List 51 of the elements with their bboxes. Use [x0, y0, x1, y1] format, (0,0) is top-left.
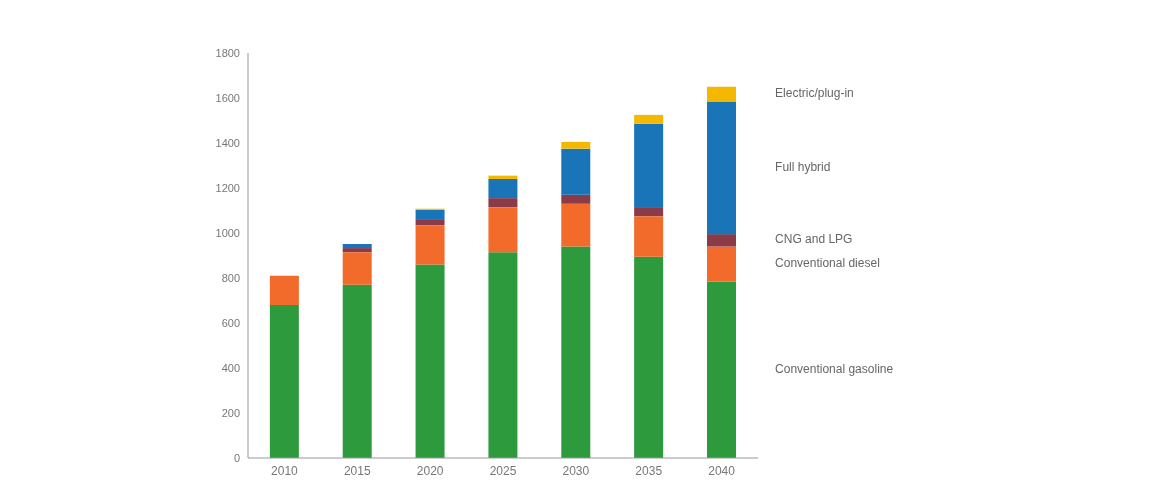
y-tick-label: 1600: [215, 91, 240, 104]
text: Conventional diesel: [775, 256, 880, 271]
bar: [707, 86, 736, 102]
bar: [634, 123, 664, 208]
bar: [269, 275, 299, 305]
bar: [707, 281, 736, 458]
bar: [488, 207, 518, 253]
text: Conventional gasoline: [775, 361, 894, 376]
bar: [707, 246, 736, 282]
y-tick-label: 1200: [215, 181, 240, 194]
y-tick-label: 1000: [215, 226, 240, 239]
bar: [561, 194, 591, 204]
bar: [342, 248, 372, 253]
x-tick-label: 2010: [271, 463, 299, 478]
bar: [415, 225, 445, 265]
x-tick-label: 2025: [489, 463, 517, 478]
bar: [561, 246, 591, 458]
bar: [488, 179, 518, 199]
y-tick-label: 1800: [215, 46, 240, 59]
x-tick-label: 2030: [562, 463, 590, 478]
bar: [269, 305, 299, 458]
x-tick-label: 2035: [635, 463, 663, 478]
bar: [415, 209, 445, 220]
y-tick-label: 1400: [215, 136, 240, 149]
bar: [707, 101, 736, 235]
bar: [342, 244, 372, 249]
text: Electric/plug-in: [775, 86, 854, 101]
bar: [561, 203, 591, 247]
y-tick-label: 400: [221, 361, 240, 374]
bar: [488, 252, 518, 458]
y-tick-label: 200: [221, 406, 240, 419]
y-tick-label: 800: [221, 271, 240, 284]
bar: [342, 284, 372, 458]
text: Full hybrid: [775, 159, 831, 174]
bar: [634, 207, 664, 217]
bar: [634, 216, 664, 257]
y-tick-label: 600: [221, 316, 240, 329]
bar: [634, 114, 664, 124]
bar: [707, 234, 736, 247]
bar: [415, 219, 445, 226]
x-tick-label: 2015: [343, 463, 371, 478]
x-tick-label: 2020: [416, 463, 444, 478]
bar: [415, 264, 445, 458]
bar: [561, 148, 591, 195]
bar: [342, 252, 372, 285]
x-tick-label: 2040: [708, 463, 736, 478]
y-tick-label: 0: [233, 451, 240, 464]
bar: [634, 256, 664, 458]
bar: [488, 198, 518, 208]
text: CNG and LPG: [775, 232, 853, 247]
bar: [561, 141, 591, 149]
